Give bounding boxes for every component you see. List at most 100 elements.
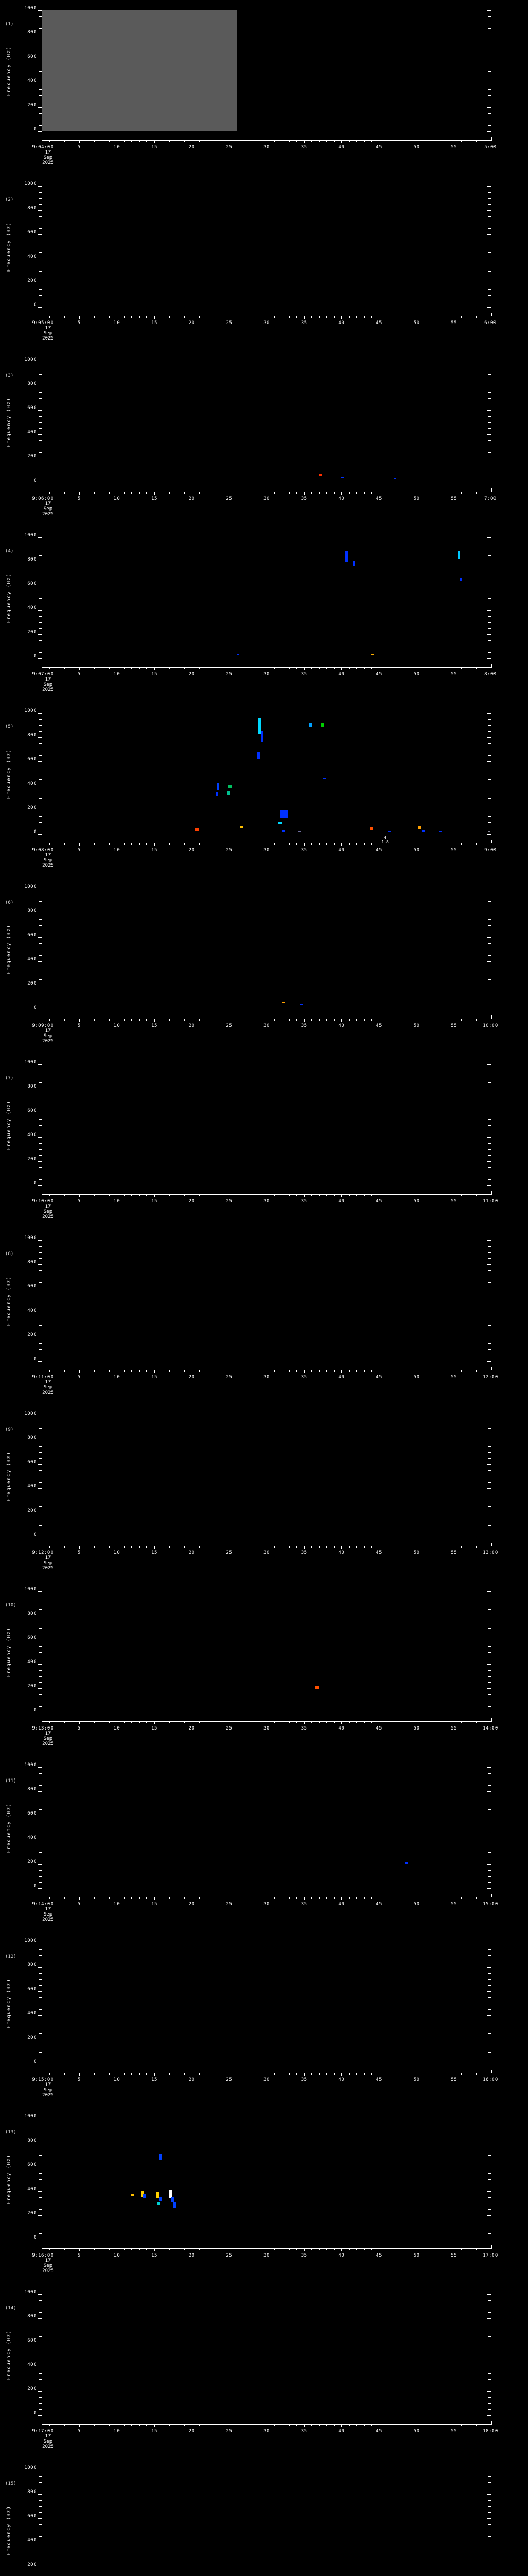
y-axis-tick <box>39 71 42 72</box>
y-axis-tick-right <box>488 2524 491 2525</box>
x-axis-tick <box>124 1194 125 1196</box>
x-axis-tick-label: 5 <box>77 145 81 150</box>
y-axis-tick-right <box>488 1979 491 1980</box>
y-axis-tick-label: 200 <box>27 2211 37 2216</box>
y-axis-tick <box>38 410 42 411</box>
x-axis-tick <box>334 2424 335 2426</box>
x-axis-end-label: 15:00 <box>483 1902 498 1907</box>
y-axis-tick-label: 600 <box>27 581 37 586</box>
y-axis-tick <box>39 1882 42 1883</box>
x-axis-tick-label: 15 <box>151 1726 157 1731</box>
y-axis-tick-label: 600 <box>27 1108 37 1113</box>
y-axis-tick-right <box>487 1264 491 1265</box>
y-axis-tick-label: 400 <box>27 78 37 83</box>
y-axis-tick-right <box>488 398 491 399</box>
x-axis-tick <box>154 843 155 846</box>
x-axis-tick <box>349 1194 350 1196</box>
x-axis-tick <box>169 1370 170 1372</box>
x-axis-tick <box>94 2424 95 2426</box>
y-axis-tick-label: 1000 <box>24 1762 37 1768</box>
x-axis-tick <box>154 667 155 670</box>
x-axis-tick <box>146 140 147 142</box>
x-axis-tick-label: 10 <box>113 145 120 150</box>
y-axis-tick <box>39 1773 42 1774</box>
x-axis-tick <box>199 316 200 318</box>
x-axis-tick-label: 35 <box>301 1375 307 1380</box>
y-axis-tick-label: 800 <box>27 2489 37 2495</box>
y-axis-title: Frequency (Hz) <box>6 1627 12 1677</box>
y-axis-tick <box>39 598 42 599</box>
spectrogram-panel: (10) Frequency (Hz) 0 200 400 600 800 1000 9:13:… <box>0 1581 528 1757</box>
x-axis-tick <box>356 1194 357 1196</box>
x-axis-date-stack: 17 Sep 2025 <box>42 1204 54 1219</box>
x-axis-tick <box>311 140 312 142</box>
y-axis-tick-right <box>488 71 491 72</box>
x-axis-tick <box>311 492 312 494</box>
x-axis-tick-label: 55 <box>451 2077 457 2082</box>
x-axis-tick-label: 40 <box>338 2253 345 2258</box>
y-axis-tick-right <box>488 198 491 199</box>
x-axis-tick <box>184 1546 185 1548</box>
x-axis-tick <box>379 1194 380 1197</box>
x-axis-tick <box>139 1194 140 1196</box>
x-axis-tick-label: 30 <box>263 496 270 501</box>
x-axis-tick <box>131 1019 133 1021</box>
x-axis-end-label: 9:00 <box>484 848 497 853</box>
y-axis-tick-right <box>488 1428 491 1429</box>
x-axis-tick <box>379 492 380 495</box>
y-axis-tick-label: 800 <box>27 2314 37 2319</box>
y-axis-tick-label: 400 <box>27 1484 37 1489</box>
y-axis-tick-right <box>488 1785 491 1786</box>
x-axis-tick <box>79 492 80 495</box>
y-axis-tick-right <box>488 1270 491 1271</box>
y-axis-tick <box>39 1458 42 1459</box>
x-axis-tick <box>371 667 372 669</box>
y-axis-tick <box>39 628 42 629</box>
y-axis-tick <box>39 2197 42 2198</box>
y-axis-tick-right <box>487 2215 491 2216</box>
x-axis-tick <box>311 1546 312 1548</box>
x-axis-tick <box>461 2424 462 2426</box>
y-axis-tick <box>38 10 42 11</box>
y-axis-tick <box>39 1082 42 1083</box>
y-axis-tick <box>38 1361 42 1362</box>
y-axis-tick <box>38 1991 42 1992</box>
x-axis-tick <box>94 1194 95 1196</box>
detection-mark <box>315 1686 319 1690</box>
x-axis-tick-label: 40 <box>338 848 345 853</box>
detection-mark <box>345 550 349 562</box>
x-axis-tick <box>199 1370 200 1372</box>
spectrogram-panel: (1) Frequency (Hz) 0 200 400 600 800 1000 9:04:0… <box>0 0 528 176</box>
x-axis-tick <box>356 1019 357 1021</box>
x-axis-tick <box>184 492 185 494</box>
x-axis-tick <box>326 1370 327 1372</box>
detection-mark <box>227 791 231 795</box>
y-axis-tick <box>39 1258 42 1259</box>
x-axis-tick <box>296 1721 298 1723</box>
x-axis-tick <box>79 1019 80 1022</box>
y-axis-tick <box>38 1967 42 1968</box>
x-axis-tick <box>379 667 380 670</box>
y-axis-tick <box>38 1664 42 1665</box>
x-axis-tick <box>304 1721 305 1724</box>
x-axis-tick <box>131 1194 133 1196</box>
x-axis-tick-label: 35 <box>301 1550 307 1555</box>
y-axis-tick <box>39 1785 42 1786</box>
y-axis-tick-right <box>488 28 491 29</box>
x-axis-tick-label: 55 <box>451 320 457 326</box>
y-axis-tick-right <box>487 658 491 659</box>
y-axis-tick-right <box>488 89 491 90</box>
detection-mark <box>300 1004 303 1005</box>
y-axis-tick-right <box>488 1955 491 1956</box>
y-axis-tick-right <box>488 204 491 205</box>
y-axis-tick-right <box>488 1458 491 1459</box>
y-axis-tick-right <box>488 295 491 296</box>
y-axis-tick <box>39 1948 42 1950</box>
x-axis-start-label: 9:15:00 <box>32 2077 54 2082</box>
x-axis-tick <box>371 1194 372 1196</box>
y-axis-tick-right <box>487 537 491 538</box>
y-axis-tick-right <box>488 2506 491 2507</box>
x-axis-start-label: 9:17:00 <box>32 2429 54 2434</box>
x-axis-tick <box>304 2073 305 2076</box>
x-axis-tick <box>491 2421 492 2425</box>
